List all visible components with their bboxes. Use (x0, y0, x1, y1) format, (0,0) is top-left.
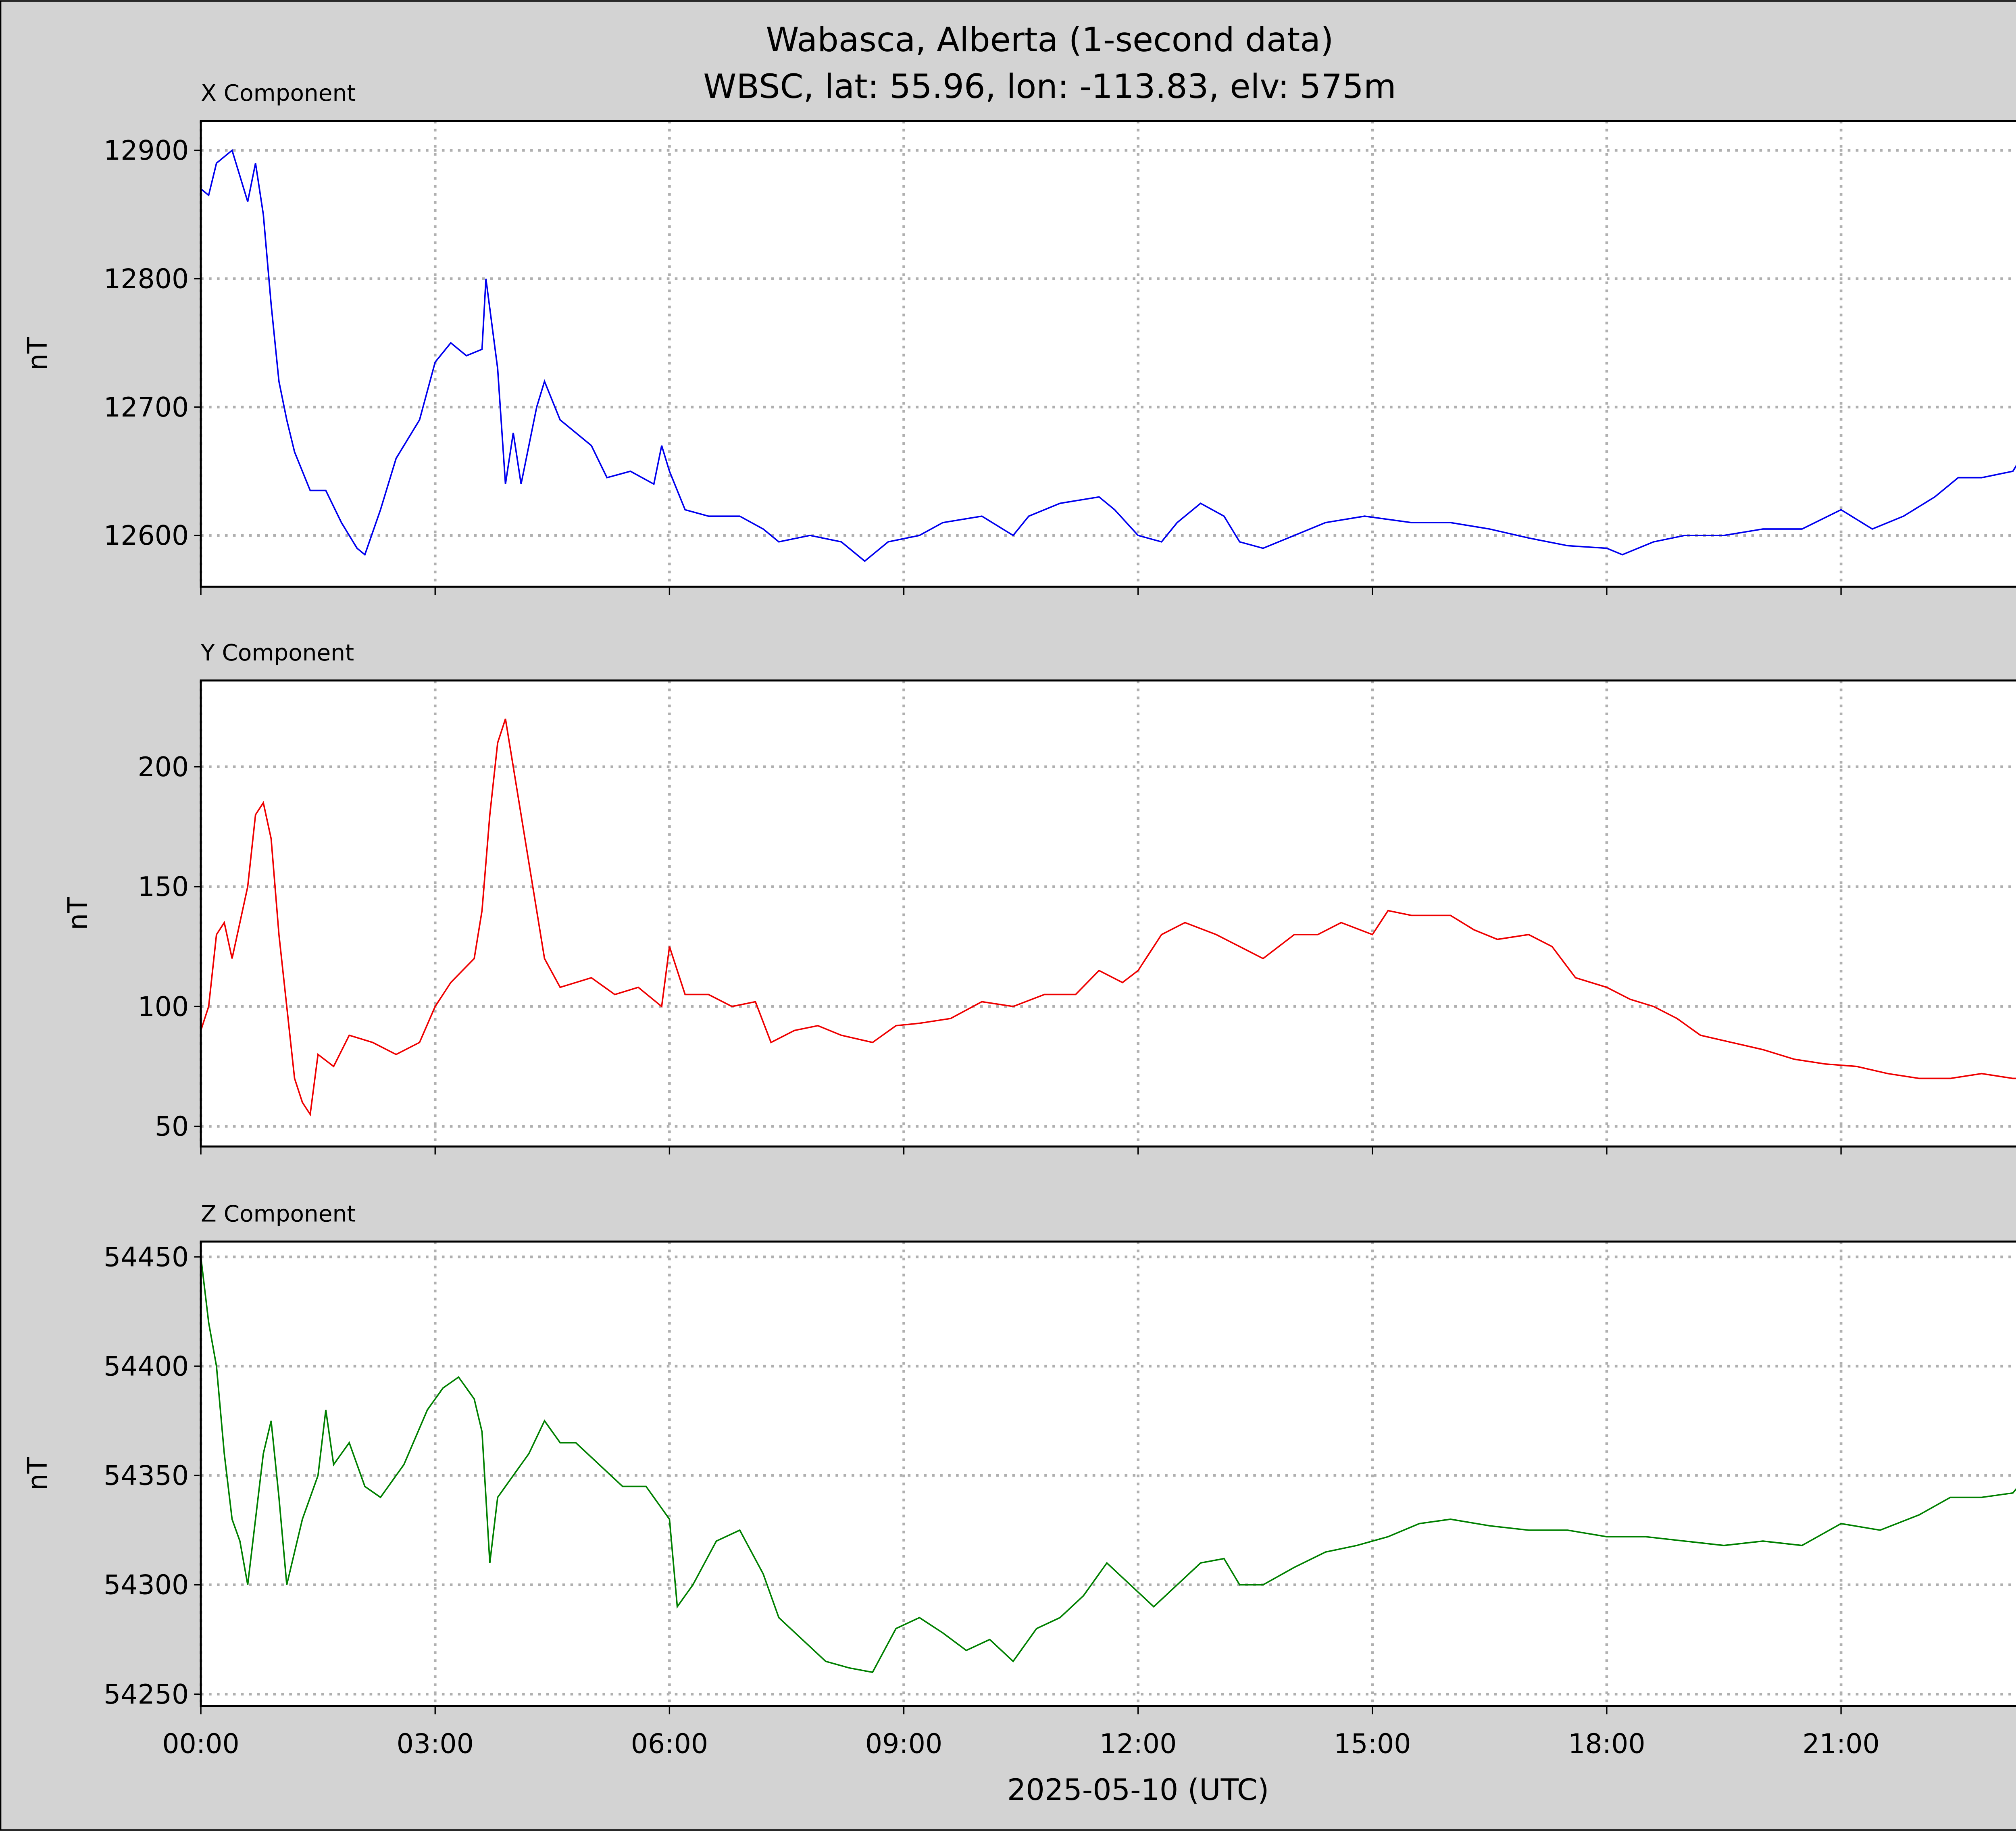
plot-frame (200, 679, 2016, 1148)
y-tick-label: 54450 (104, 1241, 189, 1273)
x-axis-label: 2025-05-10 (UTC) (1007, 1773, 1269, 1807)
y-tick-label: 100 (137, 991, 189, 1022)
y-tick-label: 54250 (104, 1679, 189, 1710)
y-tick-label: 150 (137, 871, 189, 902)
x-tick-label: 06:00 (631, 1728, 708, 1760)
data-line (200, 719, 2016, 1117)
x-tick-label: 09:00 (865, 1728, 942, 1760)
x-tick-label: 12:00 (1100, 1728, 1177, 1760)
y-tick-label: 50 (155, 1111, 189, 1142)
y-axis-label: nT (62, 897, 94, 930)
data-line (200, 1256, 2016, 1673)
figure-subtitle: WBSC, lat: 55.96, lon: -113.83, elv: 575… (703, 67, 1396, 106)
panel-title: X Component (201, 80, 356, 106)
plot-frame (200, 1240, 2016, 1707)
x-tick-label: 03:00 (397, 1728, 474, 1760)
plot-area (201, 121, 2016, 587)
panel-title: Y Component (200, 640, 354, 666)
y-tick-label: 54400 (104, 1350, 189, 1382)
figure-title: Wabasca, Alberta (1-second data) (766, 20, 1333, 59)
panel-title: Z Component (201, 1201, 356, 1227)
x-tick-label: 21:00 (1802, 1728, 1879, 1760)
y-axis-label: nT (22, 1457, 53, 1491)
y-tick-label: 12900 (104, 135, 189, 166)
y-tick-label: 200 (137, 751, 189, 783)
data-line (200, 149, 2016, 562)
x-tick-label: 18:00 (1568, 1728, 1645, 1760)
y-tick-label: 12800 (104, 263, 189, 294)
y-tick-label: 12600 (104, 520, 189, 551)
y-tick-label: 12700 (104, 392, 189, 423)
y-axis-label: nT (22, 337, 53, 371)
plot-area (201, 1241, 2016, 1706)
y-tick-label: 54300 (104, 1569, 189, 1601)
x-tick-label: 00:00 (162, 1728, 239, 1760)
plot-area (201, 680, 2016, 1147)
x-tick-label: 15:00 (1334, 1728, 1411, 1760)
y-tick-label: 54350 (104, 1460, 189, 1491)
plot-frame (200, 120, 2016, 588)
